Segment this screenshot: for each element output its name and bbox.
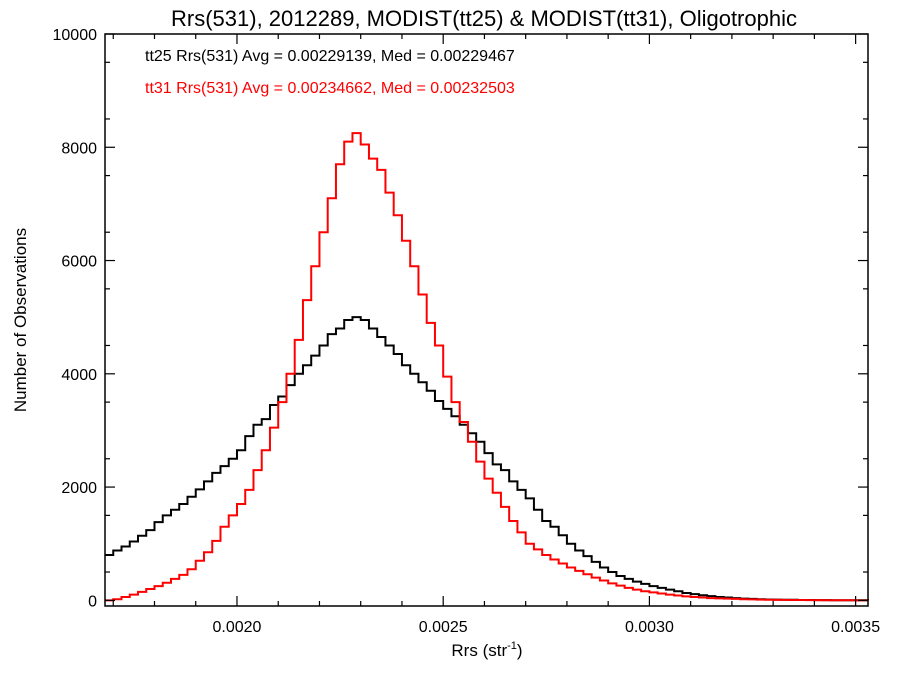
y-tick-label: 8000	[61, 140, 97, 157]
y-tick-label: 6000	[61, 254, 97, 271]
x-axis-label-main: Rrs (str	[451, 641, 507, 660]
series-line-tt31	[105, 132, 868, 602]
y-axis-label: Number of Observations	[11, 228, 30, 412]
x-axis-label-sup: -1	[507, 640, 517, 652]
x-axis-label: Rrs (str-1)	[451, 640, 522, 660]
chart-title: Rrs(531), 2012289, MODIST(tt25) & MODIST…	[171, 6, 797, 31]
legend-entry-tt31: tt31 Rrs(531) Avg = 0.00234662, Med = 0.…	[145, 80, 515, 97]
y-tick-label: 4000	[61, 367, 97, 384]
ticks-layer: 0 2000 4000 6000 8000 10000 0.0020 0.0025 0.0030…	[53, 27, 881, 636]
y-tick-label: 2000	[61, 480, 97, 497]
legend-entry-tt25: tt25 Rrs(531) Avg = 0.00229139, Med = 0.…	[145, 48, 515, 65]
x-tick-label: 0.0030	[625, 619, 674, 636]
x-tick-label: 0.0035	[831, 619, 880, 636]
y-tick-label: 0	[88, 593, 97, 610]
plot-frame	[104, 33, 869, 607]
series-layer	[105, 132, 869, 602]
x-tick-label: 0.0020	[213, 619, 262, 636]
x-axis-label-end: )	[517, 641, 523, 660]
y-tick-label: 10000	[53, 27, 98, 44]
x-tick-label: 0.0025	[419, 619, 468, 636]
